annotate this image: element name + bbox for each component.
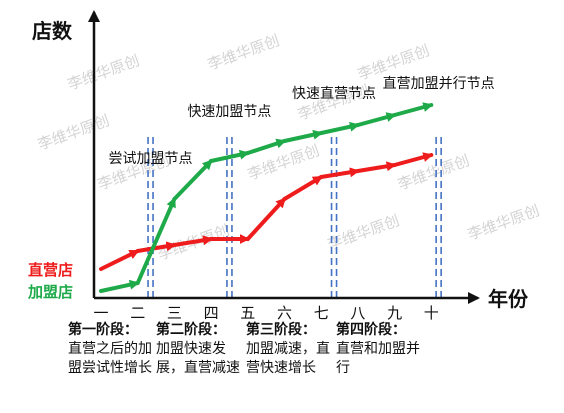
watermark-text: 李维华原创	[395, 151, 472, 194]
series-segment	[355, 112, 397, 127]
x-tick-label: 九	[387, 304, 402, 320]
x-tick-label: 八	[350, 304, 365, 320]
watermark-text: 李维华原创	[465, 201, 542, 244]
x-axis-label: 年份	[488, 287, 529, 311]
series-segment	[135, 197, 177, 285]
node-lines	[147, 137, 442, 297]
series-label: 直营店	[28, 261, 73, 279]
x-tick-label: 六	[277, 304, 292, 320]
phase-note: 第二阶段： 加盟快速发展，直营减速	[156, 321, 246, 378]
phase-note: 第四阶段： 直营和加盟并行	[336, 321, 426, 378]
series-segment	[172, 235, 214, 247]
series-layer	[99, 102, 434, 293]
x-tick-label: 七	[314, 304, 329, 320]
phase-description: 直营之后的加盟尝试性增长	[68, 341, 152, 376]
series-segment	[99, 279, 140, 293]
series-segment	[282, 129, 324, 143]
watermark-text: 李维华原创	[245, 141, 322, 184]
series-segment	[245, 138, 287, 155]
phase-title: 第二阶段：	[156, 322, 226, 338]
x-tick-labels: 一二三四五六七八九十	[93, 304, 438, 320]
phase-title: 第一阶段：	[68, 322, 138, 338]
series-segment	[319, 167, 360, 179]
node-annotation: 快速加盟节点	[187, 104, 271, 120]
x-tick-label: 一	[93, 304, 108, 320]
series-segment	[319, 121, 360, 135]
x-tick-label: 三	[167, 304, 182, 320]
node-annotation: 快速直营节点	[292, 85, 376, 102]
series-segment	[135, 241, 177, 253]
series-segment	[99, 249, 140, 271]
watermark-text: 李维华原创	[65, 51, 142, 94]
y-axis-label: 店数	[32, 19, 73, 43]
x-tick-label: 二	[130, 304, 145, 320]
watermark-text: 李维华原创	[35, 111, 112, 154]
series-segment	[172, 159, 214, 201]
x-tick-label: 五	[240, 304, 255, 320]
phase-title: 第四阶段：	[336, 322, 406, 338]
x-tick-label: 十	[424, 304, 439, 320]
phase-description: 加盟快速发展，直营减速	[156, 341, 240, 376]
series-segment	[355, 161, 397, 173]
node-annotation: 尝试加盟节点	[109, 151, 193, 167]
series-segment	[282, 175, 324, 201]
series-segment	[392, 102, 434, 117]
phase-title: 第三阶段：	[246, 322, 316, 338]
x-tick-label: 四	[204, 304, 219, 320]
node-annotation: 直营加盟并行节点	[383, 75, 495, 92]
phase-note: 第三阶段： 加盟减速，直营快速增长	[246, 321, 336, 378]
watermark-text: 李维华原创	[205, 31, 282, 74]
phase-description: 直营和加盟并行	[336, 341, 420, 376]
series-segment	[245, 197, 287, 241]
series-label: 加盟店	[27, 283, 73, 301]
phase-description: 加盟减速，直营快速增长	[246, 341, 330, 376]
phase-note: 第一阶段： 直营之后的加盟尝试性增长	[68, 321, 158, 378]
series-segment	[209, 149, 250, 163]
series-segment	[392, 152, 434, 167]
